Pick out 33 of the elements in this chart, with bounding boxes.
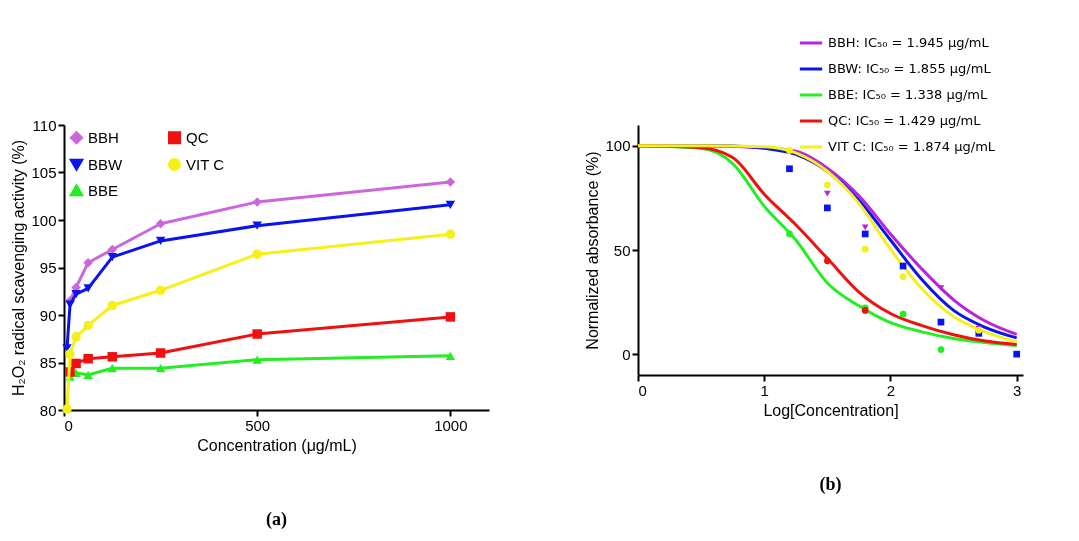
y-tick-label: 95 <box>39 259 57 276</box>
legend-label: QC <box>186 128 209 146</box>
y-tick-label: 100 <box>605 137 631 155</box>
y-tick-label: 105 <box>31 164 57 181</box>
y-tick-label: 110 <box>32 116 57 134</box>
x-tick-label: 500 <box>245 416 271 434</box>
legend-label: VIT C: IC₅₀ = 1.874 μg/mL <box>828 139 996 154</box>
x-tick-label: 1 <box>760 381 769 399</box>
x-tick-label: 3 <box>1013 381 1022 399</box>
legend-label: BBE: IC₅₀ = 1.338 μg/mL <box>828 87 988 102</box>
x-tick-label: 0 <box>638 381 647 399</box>
x-tick-label: 1000 <box>434 416 468 434</box>
x-axis-title: Log[Concentration] <box>763 401 899 419</box>
x-tick-label: 0 <box>64 416 73 434</box>
legend-label: BBW: IC₅₀ = 1.855 μg/mL <box>828 61 992 76</box>
y-tick-label: 0 <box>622 345 631 363</box>
y-tick-label: 90 <box>39 306 57 324</box>
legend-label: BBW <box>88 155 124 173</box>
y-tick-label: 85 <box>39 354 57 371</box>
y-tick-label: 50 <box>613 241 631 259</box>
legend-label: QC: IC₅₀ = 1.429 μg/mL <box>828 113 982 128</box>
y-tick-label: 100 <box>31 211 57 229</box>
legend-label: BBE <box>88 181 119 199</box>
y-axis-title: Normalized absorbance (%) <box>584 151 602 350</box>
y-tick-label: 80 <box>39 401 57 419</box>
x-axis-title: Concentration (μg/mL) <box>197 436 357 454</box>
text: (b) <box>819 474 842 495</box>
legend-label: BBH <box>88 128 119 146</box>
x-tick-label: 2 <box>886 381 896 399</box>
legend-label: BBH: IC₅₀ = 1.945 μg/mL <box>828 35 990 50</box>
y-axis-title: H₂O₂ radical scavenging activity (%) <box>10 139 28 397</box>
text: (a) <box>266 509 287 530</box>
legend-label: VIT C <box>186 155 225 173</box>
